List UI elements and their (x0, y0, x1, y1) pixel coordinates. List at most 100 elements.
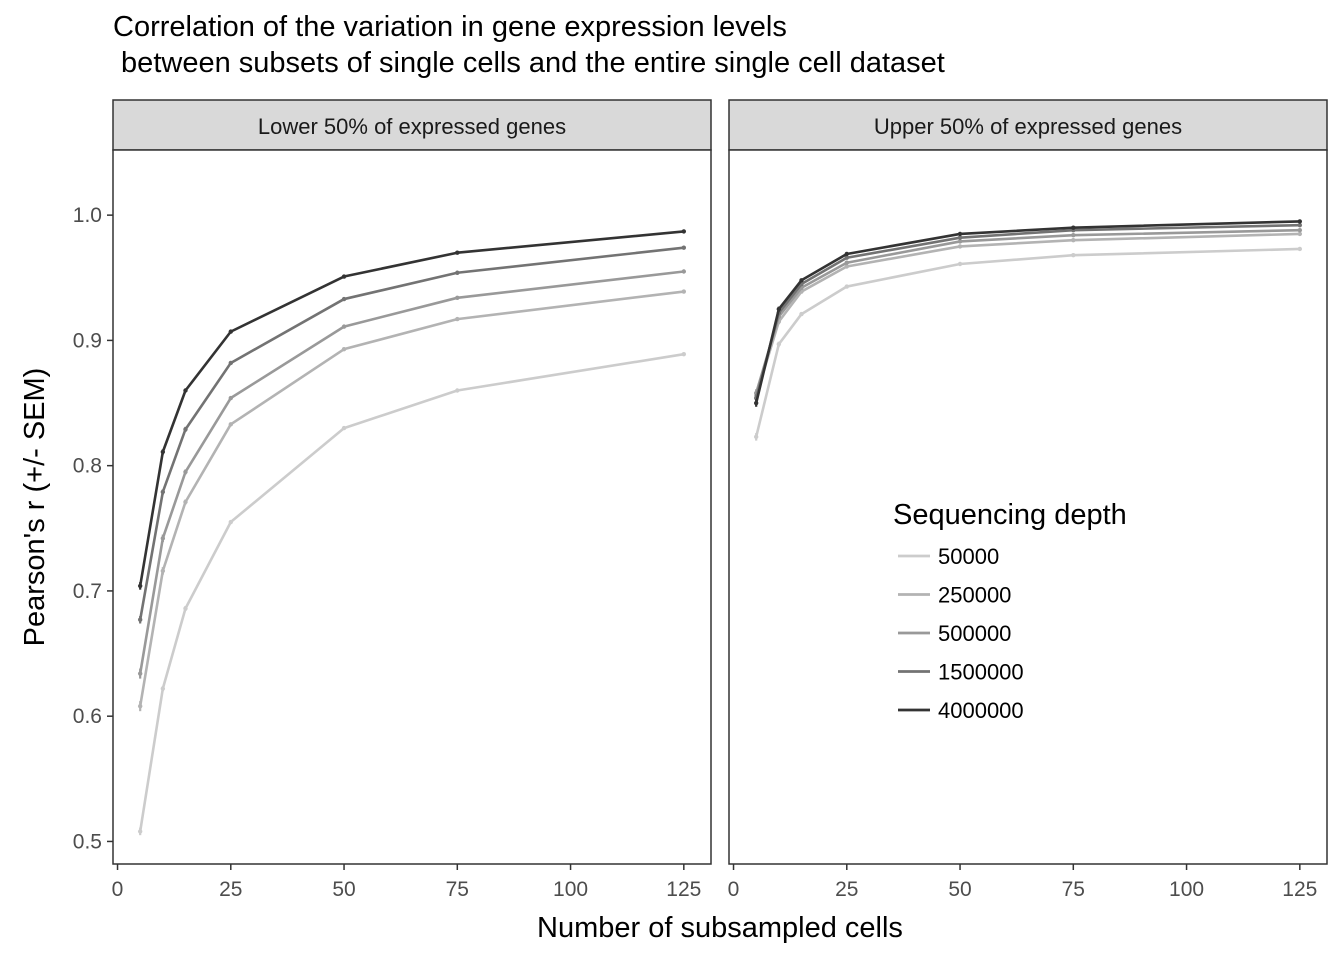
data-point-1500000 (1297, 222, 1303, 228)
data-point-4000000 (183, 388, 188, 393)
data-point-50000 (681, 351, 687, 357)
chart-title-line-1: Correlation of the variation in gene exp… (113, 11, 787, 43)
data-point-4000000 (228, 329, 233, 334)
data-point-4000000 (1071, 225, 1076, 230)
data-point-250000 (160, 568, 166, 574)
data-point-500000 (1297, 227, 1303, 233)
data-point-4000000 (957, 231, 963, 237)
data-point-50000 (776, 341, 782, 347)
data-point-500000 (455, 295, 460, 301)
data-point-1500000 (957, 235, 963, 240)
data-point-50000 (753, 434, 759, 440)
x-tick-label: 0 (112, 878, 124, 901)
data-point-1500000 (681, 245, 687, 250)
data-point-250000 (1071, 237, 1076, 243)
data-point-250000 (1297, 231, 1303, 237)
x-tick-label: 100 (1169, 878, 1204, 901)
data-point-250000 (137, 703, 143, 709)
strip-lower-50 (112, 99, 712, 151)
data-point-50000 (844, 284, 849, 289)
x-tick-label: 125 (666, 878, 701, 901)
y-axis-title: Pearson's r (+/- SEM) (19, 368, 51, 647)
x-tick-label: 0 (728, 878, 740, 901)
data-point-1500000 (160, 489, 166, 495)
panel-upper-50: Upper 50% of expressed genes (728, 99, 1328, 865)
data-point-500000 (1071, 232, 1076, 238)
data-point-1500000 (183, 427, 188, 432)
y-tick-label: 0.5 (73, 830, 102, 853)
data-point-50000 (183, 606, 188, 611)
data-point-50000 (957, 261, 963, 267)
data-point-50000 (1071, 253, 1076, 258)
data-point-4000000 (844, 251, 849, 257)
data-point-250000 (957, 244, 963, 249)
data-point-50000 (341, 425, 347, 431)
panel-lower-50: Lower 50% of expressed genes (112, 99, 712, 865)
data-point-500000 (137, 671, 143, 676)
legend-title: Sequencing depth (893, 499, 1127, 531)
data-point-1500000 (341, 296, 347, 302)
legend-label-250000: 250000 (938, 583, 1011, 608)
x-tick-label: 25 (835, 878, 858, 901)
data-point-500000 (341, 324, 347, 329)
data-point-4000000 (681, 229, 687, 234)
x-axis-lower-50: 0 25 50 75 100 125 (112, 864, 701, 901)
data-point-4000000 (137, 583, 143, 589)
data-point-250000 (844, 264, 849, 269)
data-point-250000 (228, 422, 233, 427)
strip-label-lower-50: Lower 50% of expressed genes (258, 114, 566, 139)
data-point-4000000 (799, 278, 804, 283)
data-point-1500000 (455, 270, 460, 275)
x-tick-label: 75 (446, 878, 469, 901)
plot-area-lower-50 (112, 149, 712, 865)
data-point-50000 (1297, 246, 1303, 252)
x-tick-label: 125 (1282, 878, 1317, 901)
data-point-4000000 (455, 250, 460, 255)
x-tick-label: 75 (1062, 878, 1085, 901)
series-group-lower-50 (137, 229, 687, 836)
legend-label-500000: 500000 (938, 621, 1011, 646)
x-tick-label: 50 (948, 878, 971, 901)
y-tick-label: 1.0 (73, 204, 102, 227)
data-point-500000 (160, 536, 166, 541)
data-point-500000 (681, 269, 687, 274)
x-axis-title: Number of subsampled cells (537, 912, 903, 944)
data-point-1500000 (844, 255, 849, 260)
data-point-1500000 (228, 360, 233, 366)
y-axis: 0.5 0.6 0.7 0.8 0.9 1.0 (73, 204, 113, 853)
x-axis-upper-50: 0 25 50 75 100 125 (728, 864, 1317, 901)
legend-label-4000000: 4000000 (938, 698, 1024, 723)
strip-upper-50 (728, 99, 1328, 151)
x-tick-label: 100 (553, 878, 588, 901)
y-tick-label: 0.6 (73, 705, 102, 728)
data-point-50000 (137, 829, 143, 834)
y-tick-label: 0.8 (73, 455, 102, 478)
data-point-50000 (799, 311, 804, 317)
data-point-250000 (341, 346, 347, 352)
data-point-500000 (228, 395, 233, 401)
legend-label-1500000: 1500000 (938, 660, 1024, 685)
data-point-50000 (455, 388, 460, 393)
y-tick-label: 0.9 (73, 329, 102, 352)
data-point-50000 (160, 686, 166, 691)
data-point-4000000 (753, 400, 759, 406)
chart-title-line-2: between subsets of single cells and the … (113, 47, 945, 79)
data-point-4000000 (160, 449, 166, 455)
data-point-4000000 (776, 306, 782, 312)
y-tick-label: 0.7 (73, 580, 102, 603)
data-point-4000000 (1297, 219, 1303, 224)
legend-label-50000: 50000 (938, 544, 999, 569)
data-point-250000 (681, 289, 687, 294)
data-point-50000 (228, 519, 233, 525)
data-point-1500000 (137, 617, 143, 622)
data-point-250000 (183, 499, 188, 505)
data-point-500000 (844, 260, 849, 265)
strip-label-upper-50: Upper 50% of expressed genes (874, 114, 1182, 139)
data-point-500000 (183, 469, 188, 475)
x-tick-label: 50 (332, 878, 355, 901)
x-tick-label: 25 (219, 878, 242, 901)
data-point-250000 (455, 316, 460, 322)
legend: Sequencing depth 50000 250000 500000 150000… (893, 499, 1127, 723)
series-group-upper-50 (753, 219, 1303, 441)
